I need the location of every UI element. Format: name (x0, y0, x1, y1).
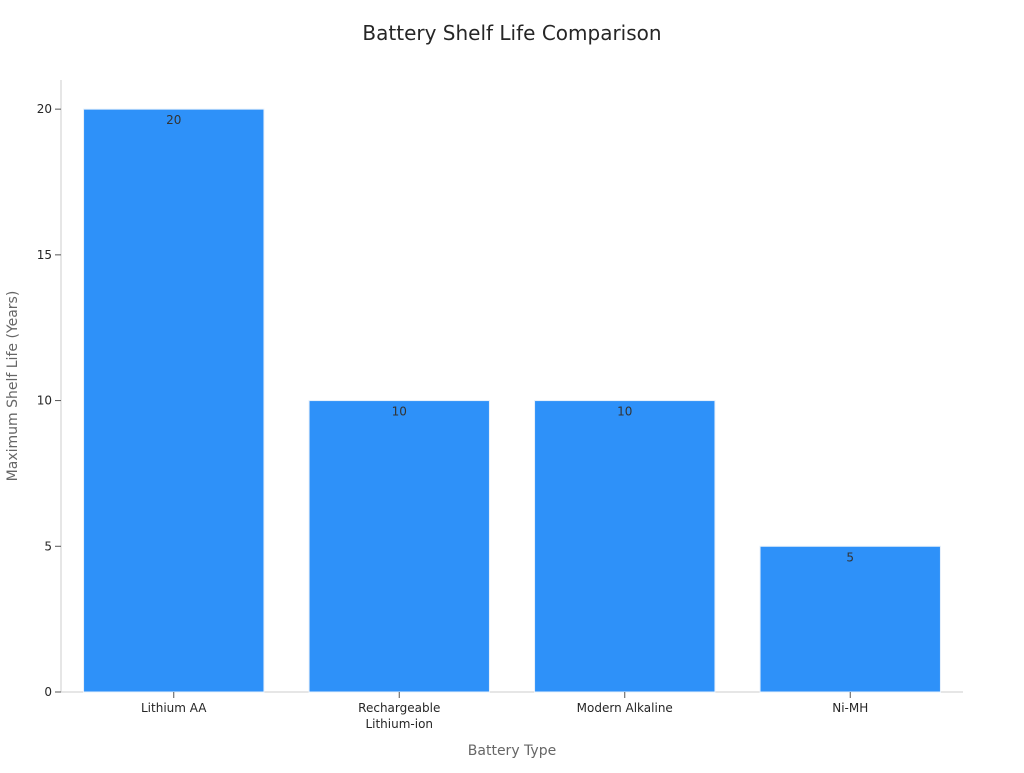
bar (759, 545, 941, 693)
data-label: 20 (166, 113, 181, 127)
y-tick-label: 10 (37, 394, 52, 408)
x-tick-label: Lithium AA (141, 701, 207, 715)
data-label: 10 (392, 405, 407, 419)
x-tick-label: Rechargeable (358, 701, 440, 715)
plot-area: 0 5 10 15 20 20 Lithium AA 10 Rechargeable Lithiu… (37, 80, 963, 731)
bar (534, 400, 716, 693)
x-tick-label: Modern Alkaline (577, 701, 673, 715)
y-tick-label: 15 (37, 248, 52, 262)
bar (83, 108, 265, 693)
y-tick-label: 20 (37, 102, 52, 116)
bar (308, 400, 490, 693)
chart-title: Battery Shelf Life Comparison (362, 21, 661, 45)
data-label: 10 (617, 405, 632, 419)
y-tick-label: 0 (44, 685, 52, 699)
data-label: 5 (846, 550, 854, 564)
x-axis-label: Battery Type (468, 743, 556, 759)
y-axis-label: Maximum Shelf Life (Years) (5, 291, 21, 482)
x-tick-label: Lithium-ion (365, 717, 433, 731)
x-tick-label: Ni-MH (832, 701, 868, 715)
y-tick-label: 5 (44, 539, 52, 553)
